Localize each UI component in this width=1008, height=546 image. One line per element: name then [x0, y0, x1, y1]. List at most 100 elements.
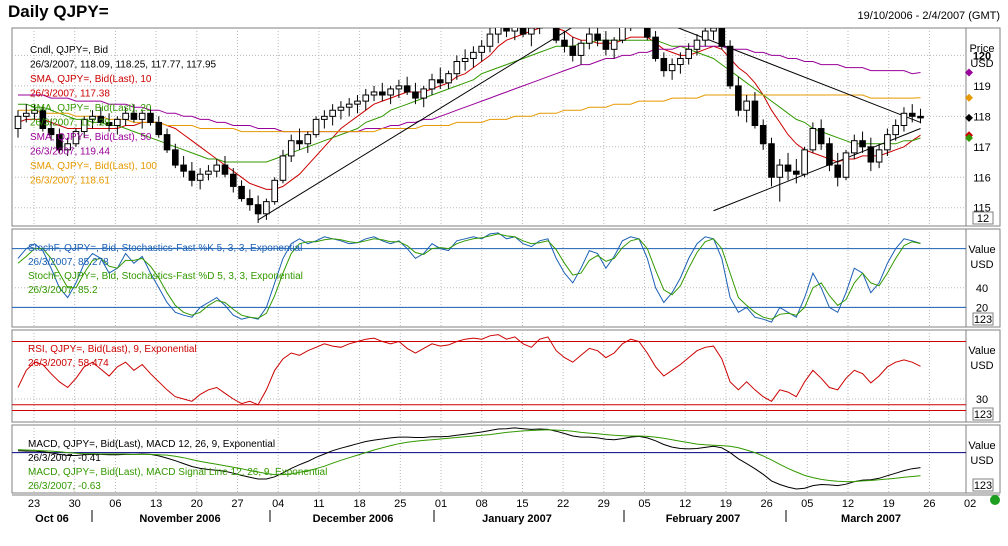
x-tick-label: 30 — [69, 498, 81, 510]
legend-entry: 26/3/2007, 118.09, 118.25, 117.77, 117.9… — [30, 60, 217, 71]
value-marker — [965, 113, 973, 122]
x-tick-label: 11 — [313, 498, 324, 510]
legend-entry: 26/3/2007, 118.61 — [30, 176, 110, 187]
candle-body — [296, 140, 303, 145]
candle-body — [701, 30, 709, 41]
legend-entry: StochF, QJPY=, Bid, Stochastics-Fast %K … — [28, 243, 302, 254]
candle — [594, 28, 601, 47]
axis-tag: 123 — [974, 480, 992, 492]
candle — [917, 108, 924, 124]
candle — [461, 49, 469, 71]
candle-body — [304, 134, 312, 145]
trendline — [677, 28, 921, 123]
candle-body — [594, 33, 601, 41]
candle — [213, 158, 221, 178]
axis-tag-box — [972, 312, 994, 326]
status-indicator-icon — [990, 495, 1000, 505]
candle — [453, 55, 461, 80]
candle-body — [172, 149, 179, 166]
candle-body — [395, 85, 403, 90]
month-label: February 2007 — [666, 513, 741, 525]
candle-body — [229, 173, 237, 187]
candle — [759, 119, 767, 150]
candle-body — [72, 131, 80, 145]
candle — [586, 28, 593, 50]
candle-body — [453, 61, 461, 75]
candle — [122, 107, 129, 126]
legend-entry: 26/3/2007, -0.41 — [28, 453, 101, 464]
candle-body — [412, 91, 419, 99]
candle-body — [859, 140, 866, 148]
month-label: January 2007 — [482, 513, 552, 525]
candle — [22, 104, 30, 123]
x-tick-label: 19 — [883, 498, 895, 510]
candle-body — [826, 143, 833, 166]
y-tick-label: 20 — [976, 302, 988, 314]
candle-body — [22, 112, 30, 117]
legend-entry: Cndl, QJPY=, Bid — [30, 45, 108, 56]
candle — [478, 40, 485, 62]
y-tick-label: 116 — [973, 172, 991, 184]
candle — [826, 137, 833, 172]
x-tick-label: 01 — [435, 498, 447, 510]
x-tick-label: 12 — [679, 498, 691, 510]
candle — [610, 37, 618, 59]
legend-entry: StochF, QJPY=, Bid, Stochastics-Fast %D … — [28, 271, 303, 282]
x-tick-label: 25 — [394, 498, 406, 510]
candle — [89, 110, 96, 129]
candle — [486, 28, 494, 53]
candle — [370, 85, 378, 102]
candle-body — [586, 33, 593, 44]
candle-body — [238, 185, 245, 200]
candle — [354, 95, 361, 114]
y-tick-label: 118 — [973, 111, 991, 123]
candle-body — [718, 28, 726, 47]
month-label: December 2006 — [313, 513, 394, 525]
axis-caption: USD — [970, 58, 993, 70]
candle — [503, 28, 510, 38]
candle-body — [329, 109, 336, 117]
candle — [577, 40, 585, 65]
candle-body — [685, 48, 692, 59]
candle-body — [213, 164, 221, 172]
candle — [834, 152, 842, 187]
candle-body — [379, 91, 386, 96]
candle — [412, 82, 419, 105]
candle — [147, 107, 154, 126]
candle — [685, 43, 692, 65]
candle-body — [693, 39, 701, 50]
candle — [892, 119, 899, 141]
candle-body — [636, 16, 642, 22]
candle — [263, 198, 270, 220]
x-tick-label: 05 — [638, 498, 650, 510]
candle-body — [486, 33, 494, 47]
axis-caption: Value — [968, 345, 995, 357]
candle-body — [850, 140, 858, 154]
candle — [345, 98, 353, 117]
candle — [660, 52, 668, 77]
candle-body — [461, 57, 469, 63]
candle-body — [628, 16, 634, 25]
axis-frame — [965, 228, 1001, 328]
candle-body — [470, 51, 477, 59]
candle-body — [602, 39, 610, 50]
candle-body — [287, 140, 295, 157]
candle-body — [503, 28, 510, 32]
candle — [172, 143, 179, 169]
candle — [379, 82, 386, 102]
x-tick-label: 19 — [720, 498, 732, 510]
candle-body — [337, 106, 345, 111]
panel-frame — [11, 424, 967, 494]
candle-body — [908, 112, 916, 117]
candle — [735, 76, 742, 117]
candle — [105, 113, 113, 132]
candle-body — [155, 121, 163, 136]
candle-body — [494, 28, 502, 35]
candle-body — [14, 115, 22, 130]
candle-body — [900, 112, 908, 126]
candle-body — [130, 112, 138, 120]
axis-tag-box — [972, 407, 994, 421]
candle — [246, 189, 254, 211]
candle — [784, 152, 792, 181]
